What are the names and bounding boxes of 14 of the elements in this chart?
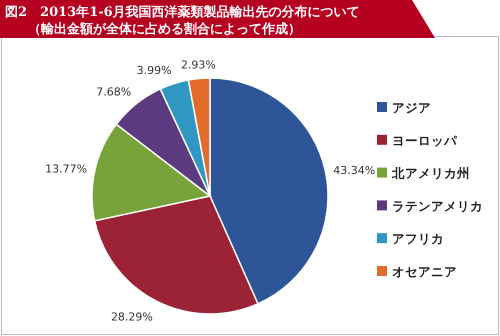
data-label: 3.99% xyxy=(136,64,172,77)
chart-subtitle: （輸出金額が全体に占める割合によって作成） xyxy=(28,21,301,37)
legend-label: 北アメリカ州 xyxy=(391,166,470,181)
data-label: 43.34% xyxy=(333,164,376,177)
data-label: 7.68% xyxy=(96,86,132,99)
legend-label: ヨーロッパ xyxy=(392,132,458,148)
legend-label: アジア xyxy=(392,100,431,115)
legend-label: ラテンアメリカ xyxy=(392,198,483,214)
data-label: 2.93% xyxy=(180,58,216,72)
data-label: 28.29% xyxy=(110,310,153,324)
chart-title: 図2 2013年1-6月我国西洋薬類製品輸出先の分布について xyxy=(5,4,360,20)
legend-label: オセアニア xyxy=(392,264,457,279)
legend-label: アフリカ xyxy=(392,231,444,246)
data-label: 13.77% xyxy=(45,162,88,176)
